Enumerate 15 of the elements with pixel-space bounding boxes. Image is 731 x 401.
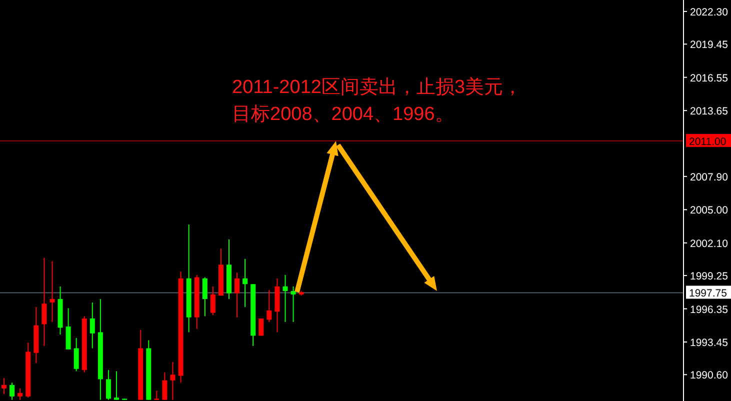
- y-tick-label: 2002.10: [690, 238, 728, 250]
- y-tick-label: 2007.90: [690, 171, 728, 184]
- y-tick-label: 1996.35: [690, 304, 728, 316]
- y-tick-label: 1993.45: [690, 336, 728, 349]
- y-tick-label: 1990.60: [690, 370, 728, 382]
- y-tick-label: 2013.65: [690, 106, 728, 118]
- y-tick-label: 2022.30: [690, 6, 728, 18]
- y-tick-label: 1999.25: [690, 270, 728, 283]
- y-tick-label: 2019.45: [690, 39, 728, 52]
- y-tick-label: 2016.55: [690, 72, 728, 84]
- y-tick-label: 2005.00: [690, 204, 728, 217]
- ref-line-label: 1997.75: [689, 288, 728, 300]
- ref-line-label: 2011.00: [689, 136, 726, 148]
- annotation: 目标2008、2004、1996。: [232, 104, 454, 125]
- annotation: 2011-2012区间卖出，止损3美元，: [232, 76, 522, 98]
